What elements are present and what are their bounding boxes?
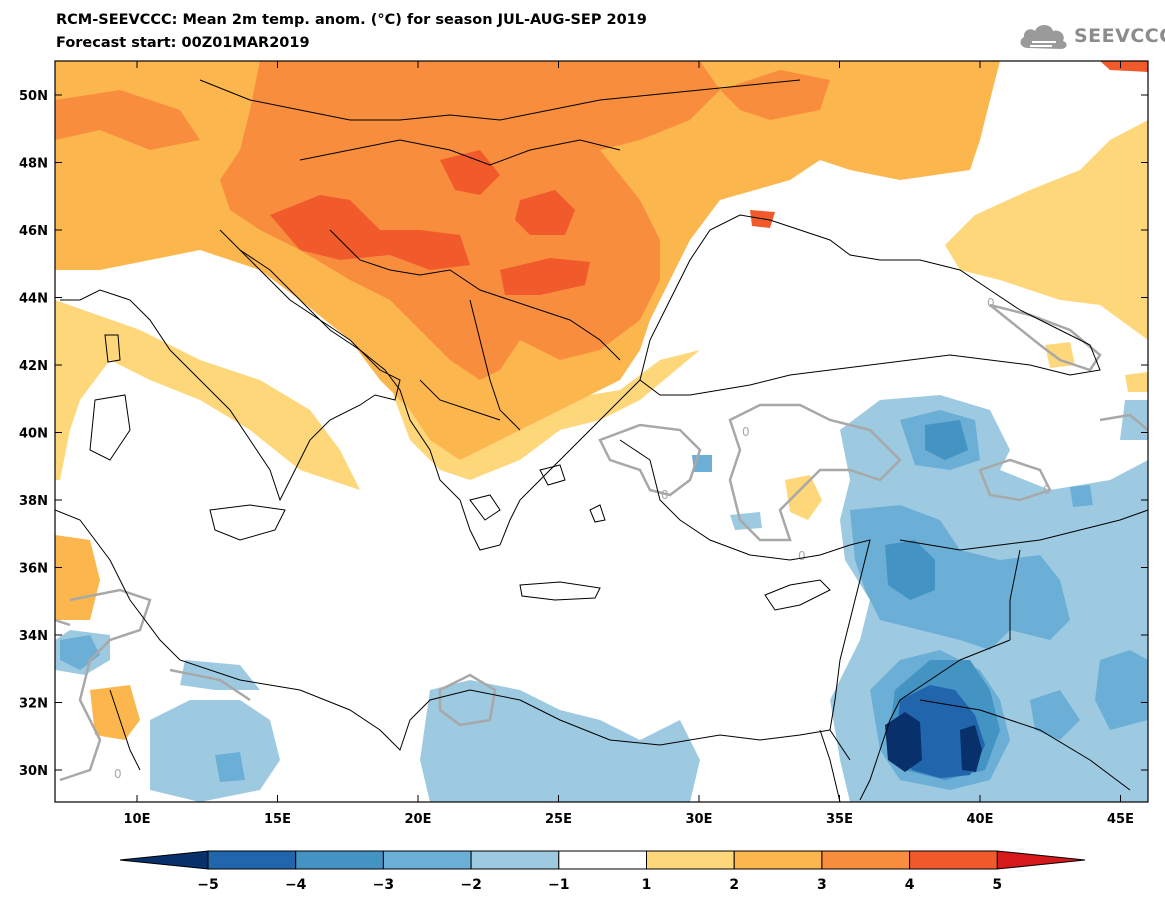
map-field: 0 0 0 0 0 0 bbox=[55, 61, 1148, 802]
lon-label: 15E bbox=[264, 812, 291, 827]
anomaly-region-m5 bbox=[885, 712, 982, 772]
lon-label: 35E bbox=[826, 812, 853, 827]
lat-label: 40N bbox=[19, 427, 48, 442]
colorbar-max-arrow bbox=[996, 850, 1086, 870]
colorbar-label: −5 bbox=[197, 877, 218, 893]
colorbar-label: 4 bbox=[905, 877, 915, 893]
latitude-axis: 50N 48N 46N 44N 42N 40N 38N 36N 34N 32N 30N bbox=[19, 89, 1148, 779]
colorbar-label: −3 bbox=[373, 877, 394, 893]
colorbar-segment bbox=[470, 850, 560, 870]
lat-label: 36N bbox=[19, 562, 48, 577]
colorbar: −5 −4 −3 −2 −1 1 2 3 4 5 bbox=[119, 850, 1086, 893]
lat-label: 48N bbox=[19, 157, 48, 172]
zero-contours bbox=[55, 303, 1148, 782]
lat-label: 50N bbox=[19, 89, 48, 104]
colorbar-label: 3 bbox=[817, 877, 827, 893]
colorbar-segment bbox=[382, 850, 472, 870]
longitude-axis: 10E 15E 20E 25E 30E 35E 40E 45E bbox=[124, 61, 1134, 827]
map-frame bbox=[54, 60, 1149, 803]
anomaly-region-m2 bbox=[60, 410, 1148, 790]
zero-contour-label: 0 bbox=[798, 549, 806, 563]
logo-text: SEEVCCC bbox=[1074, 25, 1165, 47]
zero-contour-label: 0 bbox=[742, 425, 750, 439]
zero-contour-label: 0 bbox=[114, 767, 122, 781]
anomaly-region-p1 bbox=[55, 61, 1148, 490]
cloud-logo-icon bbox=[1020, 25, 1067, 49]
colorbar-label: 5 bbox=[992, 877, 1002, 893]
lat-label: 42N bbox=[19, 359, 48, 374]
colorbar-label: −4 bbox=[285, 877, 307, 893]
lon-label: 20E bbox=[405, 812, 432, 827]
colorbar-label: 2 bbox=[729, 877, 739, 893]
lon-label: 40E bbox=[967, 812, 994, 827]
map-title: RCM-SEEVCCC: Mean 2m temp. anom. (°C) fo… bbox=[56, 12, 647, 28]
anomaly-region-p3 bbox=[55, 61, 830, 380]
lat-label: 44N bbox=[19, 292, 48, 307]
seevccc-logo: SEEVCCC bbox=[1016, 20, 1165, 56]
lat-label: 34N bbox=[19, 629, 48, 644]
zero-contour-label: 0 bbox=[661, 488, 669, 502]
lon-label: 25E bbox=[545, 812, 572, 827]
colorbar-segment bbox=[821, 850, 911, 870]
colorbar-segment bbox=[733, 850, 823, 870]
colorbar-segment bbox=[207, 850, 297, 870]
lat-label: 38N bbox=[19, 494, 48, 509]
zero-contour-labels: 0 0 0 0 0 0 bbox=[114, 296, 1051, 781]
forecast-start-subtitle: Forecast start: 00Z01MAR2019 bbox=[56, 35, 310, 51]
zero-contour-label: 0 bbox=[987, 296, 995, 310]
colorbar-segment bbox=[558, 850, 647, 870]
colorbar-min-arrow bbox=[119, 850, 209, 870]
colorbar-segment bbox=[646, 850, 735, 870]
zero-contour-label: 0 bbox=[1043, 483, 1051, 497]
coastlines-and-borders bbox=[55, 79, 1148, 802]
anomaly-region-p2-north-africa bbox=[55, 535, 140, 740]
anomaly-region-m3 bbox=[885, 420, 1000, 780]
lon-label: 10E bbox=[124, 812, 151, 827]
colorbar-label: 1 bbox=[642, 877, 652, 893]
lat-label: 30N bbox=[19, 764, 48, 779]
colorbar-label: −1 bbox=[548, 877, 569, 893]
colorbar-segment bbox=[909, 850, 998, 870]
colorbar-label: −2 bbox=[460, 877, 481, 893]
lat-label: 46N bbox=[19, 224, 48, 239]
colorbar-segment bbox=[295, 850, 384, 870]
lon-label: 45E bbox=[1107, 812, 1134, 827]
lon-label: 30E bbox=[686, 812, 713, 827]
lat-label: 32N bbox=[19, 697, 48, 712]
